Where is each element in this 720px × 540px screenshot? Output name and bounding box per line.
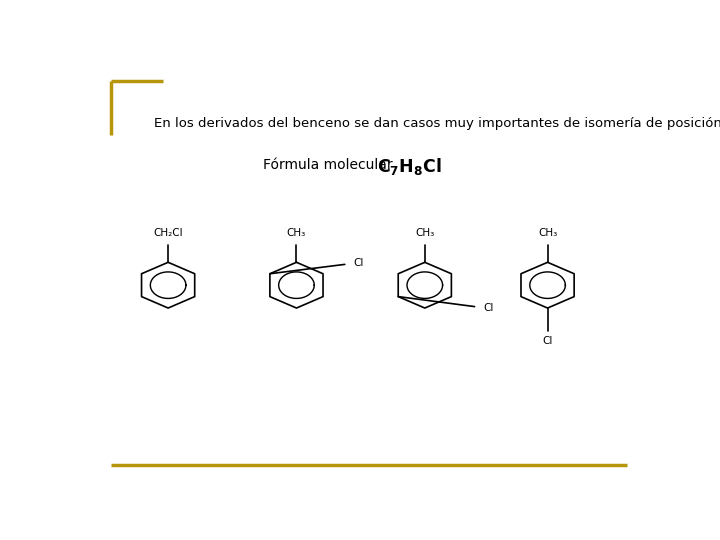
Text: CH₃: CH₃ <box>287 228 306 238</box>
Text: En los derivados del benceno se dan casos muy importantes de isomería de posició: En los derivados del benceno se dan caso… <box>154 117 720 130</box>
Text: Cl: Cl <box>483 303 494 313</box>
Text: Fórmula molecular: Fórmula molecular <box>263 158 397 172</box>
Text: $\mathbf{C_7H_8Cl}$: $\mathbf{C_7H_8Cl}$ <box>377 156 442 177</box>
Text: CH₂Cl: CH₂Cl <box>153 228 183 238</box>
Text: Cl: Cl <box>354 258 364 268</box>
Text: Cl: Cl <box>542 336 553 346</box>
Text: CH₃: CH₃ <box>415 228 434 238</box>
Text: CH₃: CH₃ <box>538 228 557 238</box>
